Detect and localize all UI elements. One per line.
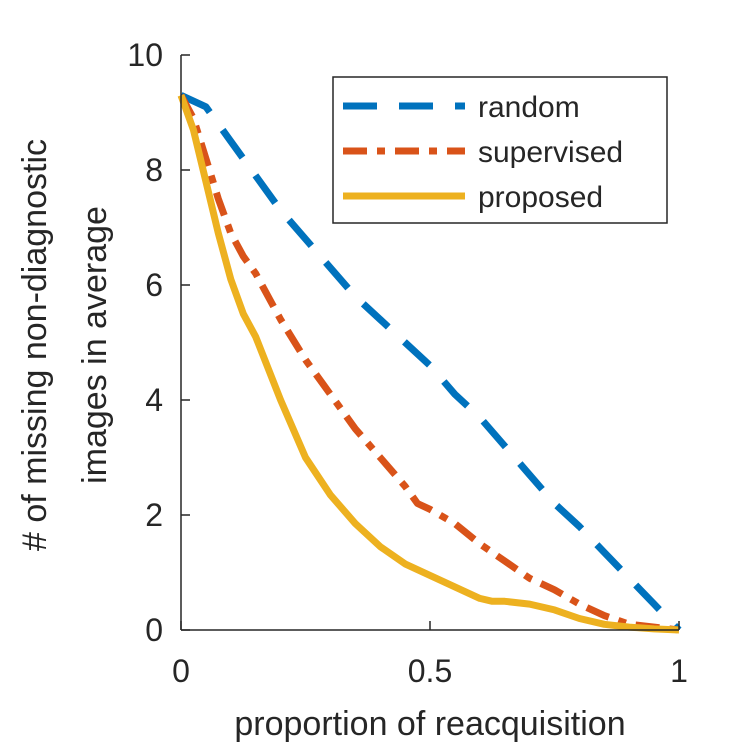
series-line-supervised — [177, 93, 680, 634]
series-line-random — [179, 92, 682, 633]
y-tick-label: 4 — [145, 382, 163, 418]
y-tick-label: 0 — [145, 612, 163, 648]
series-layer — [177, 92, 682, 634]
x-tick-label: 0 — [172, 653, 190, 689]
x-tick-label: 0.5 — [408, 653, 452, 689]
y-tick-label: 6 — [145, 267, 163, 303]
y-tick-label: 10 — [127, 37, 163, 73]
legend-label-supervised: supervised — [478, 136, 623, 169]
x-axis-label: proportion of reacquisition — [234, 705, 625, 743]
ticks-layer: 0 2 4 6 8 10 0 0.5 1 — [127, 37, 687, 689]
y-tick-label: 8 — [145, 152, 163, 188]
y-axis-label-line-1: # of missing non-diagnostic — [16, 139, 54, 551]
legend-label-proposed: proposed — [478, 181, 603, 214]
x-tick-label: 1 — [670, 653, 688, 689]
legend-label-random: random — [478, 91, 580, 124]
y-tick-label: 2 — [145, 497, 163, 533]
y-axis-label-line-2: images in average — [76, 206, 114, 484]
series-line-proposed — [177, 94, 680, 634]
legend: random supervised proposed — [332, 76, 668, 224]
